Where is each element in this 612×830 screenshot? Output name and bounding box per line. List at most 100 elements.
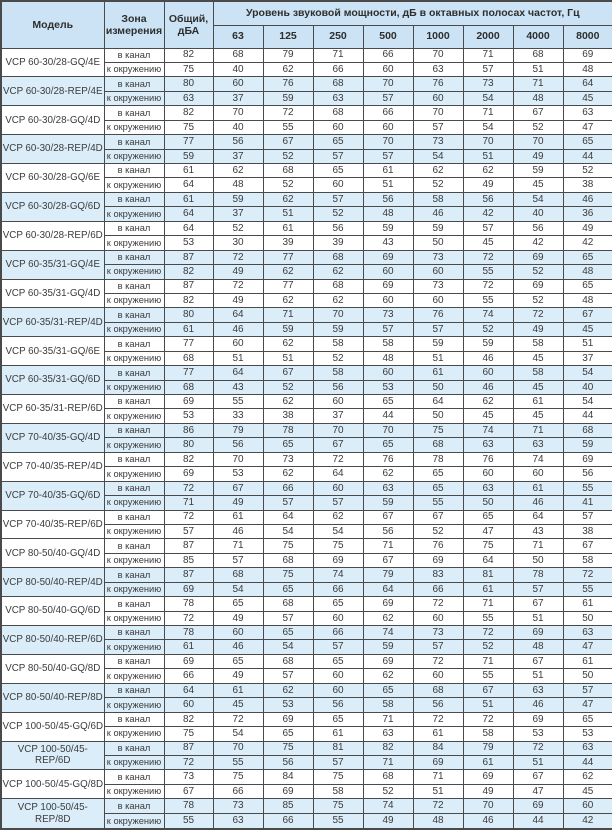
level-cell-2000hz: 42 (462, 206, 514, 222)
level-cell-2000hz: 71 (462, 596, 514, 612)
level-cell-1000hz: 65 (412, 480, 464, 497)
model-cell: VCP 60-30/28-REP/4D (0, 134, 105, 164)
level-cell-250hz: 57 (312, 148, 364, 165)
level-cell-4000hz: 64 (512, 509, 564, 525)
table-row: к окружению 82 49 62 62 60 60 55 52 48 (1, 292, 612, 309)
level-cell-1000hz: 69 (412, 552, 464, 569)
level-cell-125hz: 76 (262, 76, 314, 92)
zone-cell-ambient: к окружению (103, 292, 165, 309)
level-cell-125hz: 67 (262, 365, 314, 381)
level-cell-250hz: 70 (312, 422, 364, 439)
level-cell-125hz: 62 (262, 466, 314, 482)
level-cell-2000hz: 64 (462, 552, 514, 569)
level-cell-8000hz: 63 (562, 105, 612, 121)
total-dba-cell: 75 (163, 61, 214, 78)
level-cell-1000hz: 57 (412, 321, 464, 338)
level-cell-8000hz: 65 (562, 249, 612, 266)
total-dba-cell: 82 (163, 47, 214, 63)
total-dba-cell: 67 (163, 783, 214, 800)
level-cell-1000hz: 75 (412, 422, 464, 439)
level-cell-63hz: 33 (212, 408, 264, 424)
level-cell-500hz: 60 (362, 264, 414, 280)
zone-cell-duct: в канал (103, 393, 165, 410)
zone-cell-duct: в канал (103, 422, 165, 439)
level-cell-4000hz: 67 (512, 596, 564, 612)
level-cell-1000hz: 64 (412, 393, 464, 410)
total-dba-cell: 82 (163, 711, 214, 728)
level-cell-2000hz: 71 (462, 653, 514, 670)
level-cell-4000hz: 40 (512, 206, 564, 222)
level-cell-2000hz: 57 (462, 220, 514, 237)
level-cell-250hz: 66 (312, 624, 364, 641)
table-row: VCP 80-50/40-REP/8D в канал 64 61 62 60 65 68 67… (0, 682, 612, 713)
level-cell-4000hz: 54 (512, 191, 564, 208)
level-cell-8000hz: 69 (562, 47, 612, 63)
total-dba-cell: 64 (163, 220, 214, 237)
level-cell-8000hz: 54 (562, 365, 612, 381)
zone-cell-duct: в канал (103, 76, 165, 92)
level-cell-8000hz: 54 (562, 393, 612, 410)
level-cell-250hz: 75 (312, 769, 364, 785)
level-cell-4000hz: 44 (512, 812, 564, 830)
model-cell: VCP 60-35/31-GQ/4D (0, 278, 105, 309)
level-cell-4000hz: 51 (512, 668, 564, 684)
level-cell-250hz: 71 (312, 47, 364, 63)
level-cell-500hz: 48 (362, 206, 414, 222)
level-cell-250hz: 62 (312, 264, 364, 280)
table-row: VCP 60-35/31-REP/6D в канал 69 55 62 60 65 64 62… (0, 393, 612, 424)
level-cell-63hz: 70 (212, 105, 264, 121)
level-cell-2000hz: 58 (462, 726, 514, 742)
level-cell-2000hz: 74 (462, 422, 514, 439)
level-cell-500hz: 49 (362, 812, 414, 830)
level-cell-250hz: 54 (312, 523, 364, 540)
level-cell-500hz: 70 (362, 422, 414, 439)
total-dba-cell: 77 (163, 365, 214, 381)
level-cell-500hz: 74 (362, 624, 414, 641)
zone-cell-ambient: к окружению (103, 610, 165, 627)
level-cell-63hz: 62 (212, 162, 264, 179)
level-cell-1000hz: 72 (412, 596, 464, 612)
freq-header-500: 500 (362, 24, 414, 49)
level-cell-2000hz: 54 (462, 90, 514, 107)
zone-cell-ambient: к окружению (103, 783, 165, 800)
level-cell-1000hz: 58 (412, 191, 464, 208)
level-cell-2000hz: 72 (462, 711, 514, 728)
level-cell-4000hz: 49 (512, 148, 564, 165)
level-cell-250hz: 70 (312, 307, 364, 323)
level-cell-125hz: 51 (262, 206, 314, 222)
total-dba-cell: 87 (163, 567, 214, 583)
total-dba-cell: 72 (163, 754, 214, 771)
zone-cell-duct: в канал (103, 769, 165, 785)
level-cell-8000hz: 63 (562, 624, 612, 641)
level-cell-125hz: 57 (262, 610, 314, 627)
zone-cell-duct: в канал (103, 740, 165, 756)
level-cell-1000hz: 54 (412, 148, 464, 165)
level-cell-2000hz: 56 (462, 191, 514, 208)
total-dba-cell: 85 (163, 552, 214, 569)
level-cell-4000hz: 68 (512, 47, 564, 63)
level-cell-250hz: 58 (312, 783, 364, 800)
level-cell-250hz: 62 (312, 292, 364, 309)
table-row: VCP 60-30/28-GQ/6D в канал 61 59 62 57 56 58 56 5… (0, 191, 612, 222)
level-cell-125hz: 84 (262, 769, 314, 785)
level-cell-63hz: 49 (212, 668, 264, 684)
level-cell-1000hz: 63 (412, 61, 464, 78)
level-cell-1000hz: 61 (412, 726, 464, 742)
level-cell-63hz: 65 (212, 653, 264, 670)
zone-cell-ambient: к окружению (103, 61, 165, 78)
level-cell-2000hz: 69 (462, 769, 514, 785)
level-cell-2000hz: 72 (462, 278, 514, 294)
level-cell-250hz: 57 (312, 191, 364, 208)
total-dba-cell: 61 (163, 191, 214, 208)
table-row: VCP 60-30/28-GQ/4D в канал 82 70 72 68 66 70 71 6… (0, 105, 612, 136)
level-cell-4000hz: 67 (512, 769, 564, 785)
total-dba-cell: 64 (163, 177, 214, 193)
total-dba-cell: 61 (163, 639, 214, 655)
zone-cell-duct: в канал (103, 105, 165, 121)
table-row: VCP 80-50/40-GQ/4D в канал 87 71 75 75 71 76 75 7… (0, 538, 612, 569)
table-row: VCP 60-30/28-REP/4E в канал 80 60 76 68 70 76 73… (0, 76, 612, 107)
level-cell-1000hz: 68 (412, 682, 464, 699)
level-cell-125hz: 72 (262, 105, 314, 121)
level-cell-2000hz: 45 (462, 408, 514, 424)
level-cell-1000hz: 57 (412, 119, 464, 136)
